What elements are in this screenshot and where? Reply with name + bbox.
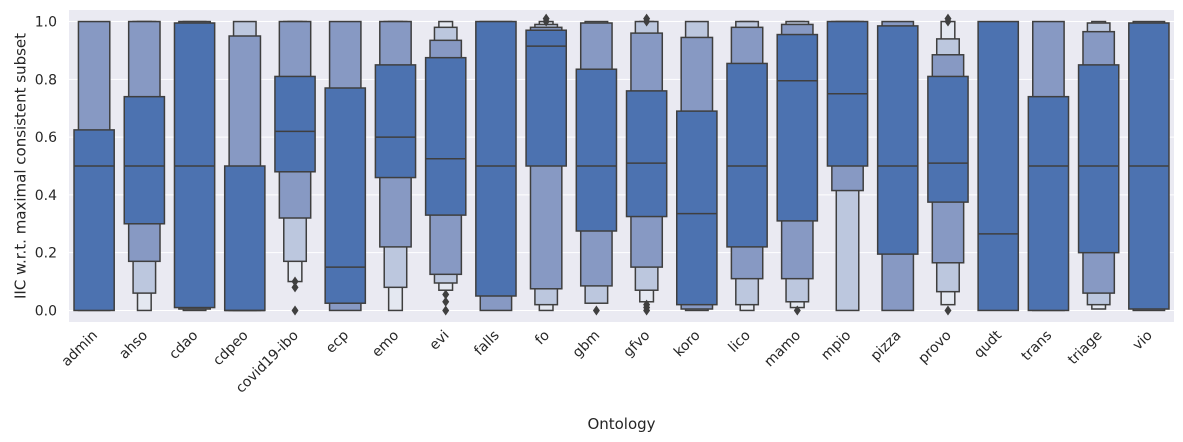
- x-tick-label: gfvo: [620, 328, 653, 361]
- box-level: [525, 29, 567, 167]
- box-cdao: [173, 20, 216, 312]
- x-tick-label: emo: [369, 328, 402, 361]
- x-tick-label: admin: [59, 328, 101, 370]
- box-provo: [927, 13, 969, 316]
- box-level: [475, 20, 517, 297]
- box-cdpeo: [223, 20, 266, 312]
- x-tick-label: triage: [1065, 328, 1105, 368]
- outlier-point: [643, 299, 651, 310]
- box-level: [876, 25, 919, 255]
- box-pizza: [876, 20, 919, 312]
- y-tick-label: 0.8: [35, 72, 57, 88]
- box-covid19-ibo: [274, 20, 316, 316]
- box-level: [274, 75, 316, 173]
- box-lico: [726, 20, 768, 312]
- box-level: [776, 33, 819, 222]
- y-tick-label: 0.4: [35, 188, 57, 204]
- box-admin: [73, 20, 115, 312]
- x-tick-label: lico: [726, 328, 754, 356]
- x-tick-label: cdpeo: [210, 328, 251, 369]
- x-tick-label: ecp: [323, 327, 352, 356]
- boxes: [73, 13, 1170, 316]
- x-tick-label: pizza: [868, 328, 905, 365]
- x-tick-label: evi: [427, 328, 453, 354]
- box-level: [625, 90, 668, 218]
- box-mpio: [826, 20, 869, 312]
- y-tick-label: 0.0: [35, 303, 57, 319]
- box-emo: [374, 20, 417, 312]
- x-tick-label: gbm: [570, 328, 604, 362]
- box-level: [927, 75, 969, 203]
- outlier-point: [291, 305, 299, 316]
- outlier-point: [944, 13, 952, 24]
- x-tick-label: koro: [671, 328, 704, 361]
- x-tick-label: ahso: [116, 328, 151, 363]
- outlier-point: [592, 305, 600, 316]
- box-level: [424, 56, 467, 216]
- x-tick-label: vio: [1130, 328, 1156, 354]
- outlier-point: [793, 305, 801, 316]
- box-ecp: [324, 20, 367, 312]
- y-axis-label: IIC w.r.t. maximal consistent subset: [11, 33, 29, 299]
- box-ahso: [123, 20, 166, 312]
- box-evi: [424, 20, 467, 316]
- box-fo: [525, 13, 567, 312]
- box-level: [223, 165, 266, 312]
- x-tick-label: qudt: [971, 327, 1005, 361]
- x-tick-label: mamo: [761, 328, 804, 371]
- outlier-point: [442, 305, 450, 316]
- box-koro: [676, 20, 718, 312]
- box-qudt: [977, 20, 1020, 312]
- x-tick-label: cdao: [166, 328, 201, 363]
- outlier-point: [944, 305, 952, 316]
- x-tick-label: falls: [471, 328, 503, 360]
- x-tick-label: fo: [532, 328, 553, 349]
- outlier-point: [643, 13, 651, 24]
- y-tick-labels: 0.0 0.2 0.4 0.6 0.8 1.0: [35, 15, 57, 320]
- y-tick-label: 0.2: [35, 246, 57, 262]
- box-gbm: [575, 20, 618, 316]
- outlier-point: [442, 289, 450, 300]
- outlier-point: [291, 276, 299, 287]
- y-tick-label: 0.6: [35, 130, 57, 146]
- box-level: [1077, 64, 1120, 254]
- box-vio: [1128, 20, 1170, 312]
- box-level: [374, 64, 417, 179]
- box-level: [324, 87, 367, 304]
- outlier-point: [291, 282, 299, 293]
- box-level: [676, 110, 718, 306]
- box-level: [575, 68, 618, 232]
- x-tick-label: trans: [1018, 328, 1055, 365]
- box-level: [123, 95, 166, 225]
- box-level: [977, 20, 1020, 312]
- y-tick-label: 1.0: [35, 15, 57, 31]
- box-mamo: [776, 20, 819, 316]
- box-level: [73, 129, 115, 312]
- outlier-point: [542, 13, 550, 24]
- box-level: [1027, 95, 1070, 312]
- box-falls: [475, 20, 517, 312]
- box-triage: [1077, 20, 1120, 310]
- box-trans: [1027, 20, 1070, 312]
- box-gfvo: [625, 13, 668, 316]
- x-tick-label: provo: [915, 328, 954, 367]
- x-tick-label: mpio: [818, 328, 854, 364]
- outlier-point: [442, 296, 450, 307]
- x-axis-label: Ontology: [587, 415, 655, 433]
- box-level: [726, 62, 768, 248]
